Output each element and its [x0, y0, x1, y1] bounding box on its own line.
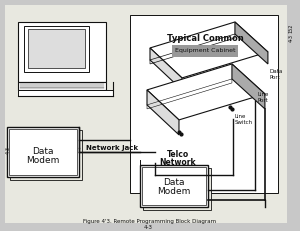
Bar	[143, 168, 211, 210]
Text: Network: Network	[160, 158, 196, 167]
Bar	[18, 82, 106, 90]
Text: 4-3: 4-3	[143, 225, 152, 230]
Text: Figure 4'3. Remote Programming Block Diagram: Figure 4'3. Remote Programming Block Dia…	[83, 219, 217, 224]
Text: Network Jack: Network Jack	[86, 145, 138, 151]
Text: Data: Data	[270, 70, 283, 74]
Polygon shape	[150, 48, 182, 90]
Bar	[9, 129, 77, 175]
Polygon shape	[232, 64, 265, 109]
Bar	[18, 90, 113, 96]
Text: Switch: Switch	[235, 120, 253, 125]
Text: Data: Data	[32, 147, 54, 156]
Text: Typical Common: Typical Common	[167, 34, 243, 43]
Polygon shape	[147, 90, 179, 135]
Text: Modem: Modem	[157, 187, 191, 196]
Bar	[142, 167, 206, 205]
Text: Equipment Cabinet: Equipment Cabinet	[175, 49, 235, 53]
Polygon shape	[150, 22, 268, 78]
Polygon shape	[147, 64, 265, 120]
Text: 152: 152	[288, 23, 293, 33]
Bar	[18, 22, 106, 82]
Polygon shape	[235, 22, 268, 64]
Text: Line: Line	[258, 92, 269, 97]
Bar	[28, 29, 85, 68]
Bar	[10, 130, 82, 180]
Text: Data: Data	[163, 178, 185, 187]
Text: Line: Line	[235, 114, 246, 119]
Text: Port: Port	[258, 98, 269, 103]
Text: Port: Port	[270, 76, 281, 80]
Bar	[7, 127, 79, 177]
Bar	[130, 15, 278, 193]
Bar	[24, 26, 89, 72]
Text: Telco: Telco	[167, 150, 189, 159]
Bar	[140, 165, 208, 207]
Text: Modem: Modem	[26, 156, 60, 165]
Text: 4-3: 4-3	[6, 146, 10, 154]
Text: 4-3: 4-3	[288, 34, 293, 42]
